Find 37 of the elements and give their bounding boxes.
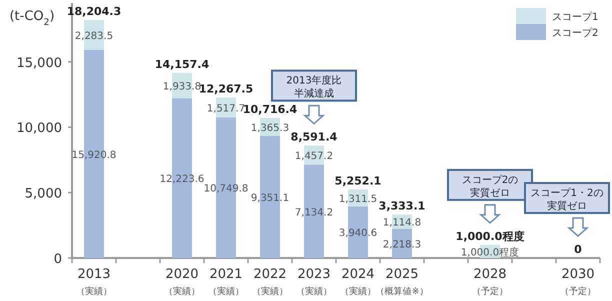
legend-label: スコープ1 <box>552 11 598 23</box>
data-label: 1,365.3 <box>250 122 290 134</box>
x-tick-label: 2013 （実績） <box>76 267 112 297</box>
total-label: 8,591.4 <box>290 130 338 144</box>
total-label: 1,000.0程度 <box>456 230 524 243</box>
total-label: 0 <box>574 243 582 256</box>
total-label: 5,252.1 <box>334 174 382 188</box>
x-tick-label: 2023 （実績） <box>296 267 332 297</box>
x-tick-label: 2024 （実績） <box>340 267 376 297</box>
x-tick-label: 2022 （実績） <box>252 267 288 297</box>
data-label: 1,000.0程度 <box>460 246 520 258</box>
data-label: 1,933.8 <box>162 82 202 93</box>
x-tick-label: 2020 （実績） <box>164 267 200 297</box>
total-label: 18,204.3 <box>66 4 122 18</box>
legend-label: スコープ2 <box>552 27 598 39</box>
data-label: 10,749.8 <box>204 184 248 195</box>
y-axis-title: (t-CO$_{2}$) <box>9 9 55 28</box>
y-tick-label: 5,000 <box>24 186 62 202</box>
annotation: スコープ1・2の実質ゼロ <box>530 187 604 212</box>
total-label: 14,157.4 <box>154 58 210 71</box>
annotation: 2013年度比半減達成 <box>286 74 342 100</box>
annotation: スコープ2の実質ゼロ <box>462 174 518 199</box>
data-label: 12,223.6 <box>160 174 204 186</box>
data-label: 1,311.5 <box>338 194 378 205</box>
y-tick-label: 0 <box>54 252 62 267</box>
data-label: 1,457.2 <box>294 151 334 162</box>
x-tick-label: 2021 （実績） <box>208 267 244 297</box>
data-label: 2,283.5 <box>74 30 114 42</box>
y-tick-label: 10,000 <box>16 121 62 136</box>
total-label: 10,716.4 <box>242 102 298 116</box>
data-label: 1,517.7 <box>206 104 246 114</box>
data-label: 1,114.8 <box>382 218 422 229</box>
x-tick-label: 2030 （予定） <box>560 267 596 297</box>
x-tick-label: 2028 （予定） <box>472 267 508 297</box>
x-tick-label: 2025 （概算値※） <box>376 267 428 297</box>
total-label: 3,333.1 <box>378 199 426 212</box>
y-tick-label: 15,000 <box>16 56 62 71</box>
